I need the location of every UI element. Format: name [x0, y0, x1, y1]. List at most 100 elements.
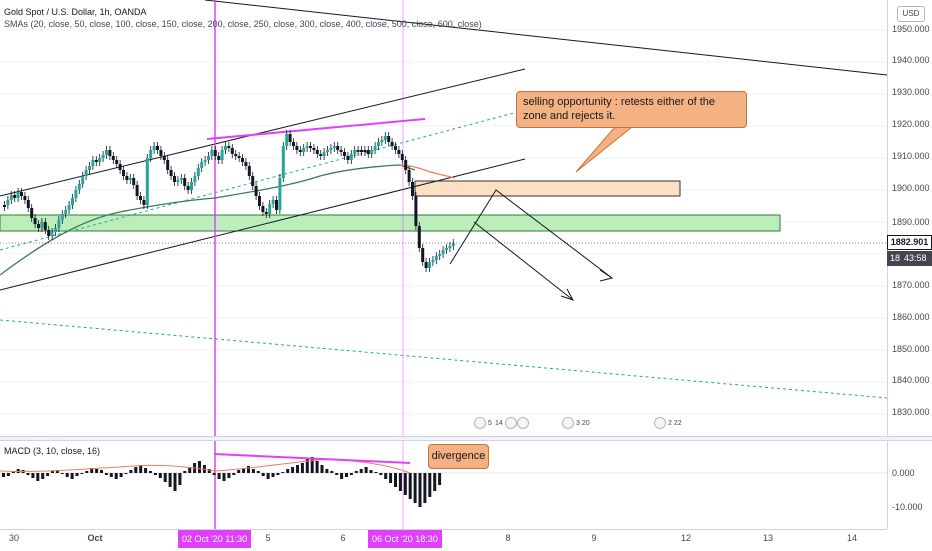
- projection-arrow-1[interactable]: [449, 189, 613, 279]
- macd-bar: [413, 473, 417, 503]
- time-tick: 9: [591, 533, 597, 543]
- price-tick: 1890.000: [892, 217, 930, 227]
- candle-body: [183, 178, 187, 186]
- macd-bar: [345, 473, 348, 477]
- channel-lower-line[interactable]: [0, 158, 526, 291]
- candle-body: [203, 160, 207, 162]
- macd-bar: [418, 473, 422, 507]
- macd-bar: [403, 473, 407, 495]
- time-tick: Oct: [87, 533, 103, 543]
- candle-body: [227, 146, 231, 148]
- candle-body: [295, 146, 299, 150]
- candle-body: [3, 205, 6, 207]
- macd-bar: [153, 473, 157, 475]
- candle-body: [230, 148, 234, 154]
- channel-mid-dashed[interactable]: [0, 109, 526, 251]
- event-marker[interactable]: 5: [474, 417, 492, 429]
- macd-bar: [100, 470, 103, 473]
- symbol-title[interactable]: Gold Spot / U.S. Dollar, 1h, OANDA: [4, 7, 147, 17]
- candle-body: [241, 158, 244, 162]
- time-tick: 8: [505, 533, 511, 543]
- candle-body: [380, 140, 384, 142]
- candle-body: [71, 198, 74, 205]
- macd-bar: [286, 469, 290, 473]
- macd-bar: [217, 473, 221, 479]
- macd-bar: [31, 473, 35, 478]
- candle-body: [261, 206, 265, 212]
- candle-body: [118, 164, 122, 170]
- macd-bar: [65, 473, 69, 477]
- candle-body: [33, 218, 37, 224]
- time-axis[interactable]: [0, 529, 887, 551]
- candle-body: [210, 150, 214, 156]
- orange-resistance-zone[interactable]: [414, 180, 681, 197]
- candle-body: [111, 156, 115, 160]
- price-chart[interactable]: [0, 0, 887, 436]
- candle-body: [441, 250, 445, 254]
- candle-body: [414, 196, 418, 226]
- price-tick: 1830.000: [892, 407, 930, 417]
- macd-bar: [374, 472, 378, 473]
- macd-bar: [36, 473, 40, 481]
- macd-chart[interactable]: [0, 441, 887, 529]
- macd-bar: [51, 471, 54, 473]
- candle-body: [445, 248, 448, 250]
- macd-divergence-line[interactable]: [213, 453, 411, 464]
- chart-legend: Gold Spot / U.S. Dollar, 1h, OANDA SMAs …: [4, 6, 482, 30]
- event-marker[interactable]: 2 22: [654, 417, 682, 429]
- candle-body: [125, 176, 129, 180]
- sma-legend[interactable]: SMAs (20, close, 50, close, 100, close, …: [4, 19, 482, 29]
- pane-separator[interactable]: [0, 436, 932, 441]
- event-count: 20: [581, 419, 590, 427]
- macd-bar: [364, 467, 368, 473]
- macd-bar: [354, 471, 358, 473]
- macd-scale[interactable]: [887, 441, 932, 529]
- green-support-zone[interactable]: [0, 214, 781, 232]
- projection-arrow-2[interactable]: [473, 221, 574, 301]
- countdown-prefix: 18: [890, 253, 901, 263]
- macd-bar: [80, 473, 84, 474]
- macd-bar: [139, 465, 143, 473]
- macd-bar: [330, 471, 334, 473]
- macd-bar: [168, 473, 172, 487]
- candle-body: [23, 196, 27, 200]
- event-count: 5: [487, 419, 492, 427]
- price-tick: 1860.000: [892, 312, 930, 322]
- event-count: 22: [673, 419, 682, 427]
- candle-body: [54, 228, 57, 232]
- candle-body: [356, 150, 360, 152]
- event-marker[interactable]: 14: [495, 417, 529, 429]
- macd-bar: [433, 473, 437, 491]
- price-tick: 1840.000: [892, 375, 930, 385]
- event-flag-icon: [504, 417, 517, 429]
- macd-bar: [428, 473, 432, 497]
- macd-bar: [124, 473, 128, 474]
- price-divergence-line[interactable]: [206, 118, 426, 140]
- candle-body: [139, 196, 142, 200]
- divergence-callout[interactable]: divergence: [428, 444, 489, 469]
- candle-body: [193, 176, 197, 182]
- macd-bar: [291, 467, 295, 473]
- candle-body: [431, 260, 435, 262]
- candle-body: [377, 142, 380, 146]
- macd-bar: [247, 466, 250, 473]
- macd-bar: [188, 467, 192, 473]
- candle-body: [332, 146, 336, 148]
- macd-legend[interactable]: MACD (3, 10, close, 16): [4, 446, 101, 456]
- price-scale[interactable]: [887, 0, 932, 436]
- candle-body: [179, 178, 183, 180]
- selling-opportunity-callout[interactable]: selling opportunity : retests either of …: [516, 91, 747, 128]
- macd-bar: [104, 473, 108, 475]
- lower-dashed-trend[interactable]: [0, 319, 887, 399]
- macd-bar: [90, 468, 94, 473]
- candle-body: [217, 156, 221, 160]
- macd-bar: [384, 473, 388, 479]
- long-trend-line[interactable]: [204, 0, 887, 76]
- candle-body: [149, 150, 153, 158]
- macd-bar: [178, 473, 182, 479]
- currency-button[interactable]: USD: [897, 6, 925, 22]
- candle-body: [390, 142, 394, 146]
- event-marker[interactable]: 3 20: [562, 417, 590, 429]
- candle-body: [81, 176, 85, 184]
- channel-upper-line[interactable]: [0, 68, 526, 197]
